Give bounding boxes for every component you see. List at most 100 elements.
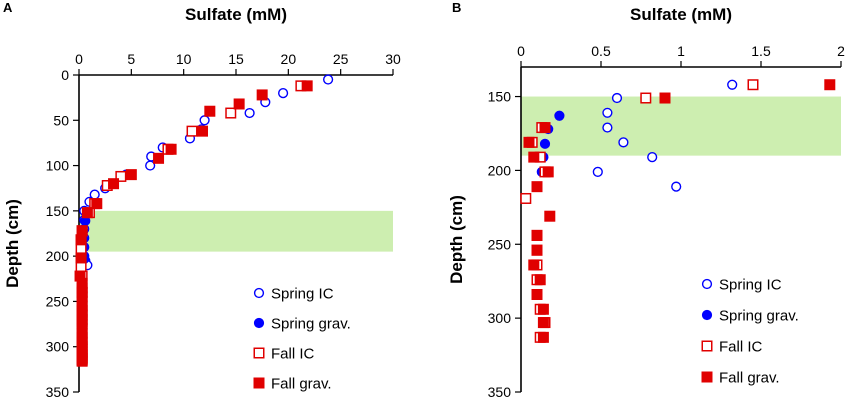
y-tick-label: 350 [46,384,70,400]
data-point [91,198,103,210]
data-point [539,138,551,149]
data-point [76,355,88,367]
data-point [671,181,682,192]
x-tick-label: 2 [837,43,845,59]
legend-label: Spring grav. [271,316,351,333]
data-point [534,274,546,286]
data-point [323,74,334,85]
series-spring-ic [592,79,738,192]
data-point [165,143,177,155]
legend-marker [701,340,713,352]
legend: Spring IC Spring grav. Fall IC Fall grav. [253,286,351,393]
data-point [75,243,87,255]
panel-label: B [452,0,461,15]
legend-label: Fall IC [271,346,315,363]
legend-marker [253,347,265,359]
x-axis-title: Sulfate (mM) [185,5,287,24]
data-point [640,92,652,104]
data-point [204,105,216,117]
legend-label: Spring grav. [719,308,799,325]
data-point [537,303,549,315]
data-point [554,110,565,121]
series-fall-grav- [523,79,836,343]
data-point [199,115,210,126]
data-point [537,331,549,343]
data-point [647,152,658,163]
data-point [278,88,289,99]
shaded-band [521,96,841,156]
data-point [531,229,543,241]
data-point [153,152,165,164]
data-point [537,317,549,329]
legend-marker [701,371,713,383]
data-point [528,259,540,271]
data-point [523,136,535,148]
y-axis-title: Depth (cm) [447,195,466,284]
data-point [225,107,237,119]
y-tick-label: 250 [46,293,70,309]
data-point [618,137,629,148]
x-tick-label: 10 [176,51,192,67]
data-point [256,89,268,101]
data-point [197,125,209,137]
legend-label: Spring IC [719,277,782,294]
panel-label: A [3,0,13,15]
y-tick-label: 250 [488,236,512,252]
y-tick-label: 200 [488,162,512,178]
legend-marker [701,278,713,290]
y-axis-title: Depth (cm) [3,199,22,288]
data-point [108,178,120,190]
legend-label: Fall IC [719,339,763,356]
x-tick-label: 5 [127,51,135,67]
data-point [75,261,87,273]
legend-label: Fall grav. [719,370,780,387]
data-point [520,192,532,204]
x-tick-label: 30 [385,51,401,67]
y-tick-label: 0 [61,67,69,83]
x-tick-label: 0.5 [591,43,611,59]
data-point [727,79,738,90]
x-tick-label: 20 [281,51,297,67]
data-point [75,252,87,264]
data-point [611,92,623,104]
y-tick-label: 100 [46,158,70,174]
data-point [592,166,603,177]
series-fall-grav- [74,80,313,367]
data-point [531,181,543,193]
legend-marker [253,317,265,329]
data-point [747,79,759,91]
data-point [76,225,88,237]
data-point [602,107,613,118]
x-tick-label: 15 [228,51,244,67]
data-point [544,210,556,222]
y-tick-label: 50 [53,112,69,128]
data-point [145,160,156,171]
data-point [824,79,836,91]
shaded-band [79,210,393,252]
y-tick-label: 350 [488,384,512,400]
data-point [531,244,543,256]
chart-panel-b: 0 0.5 1 1.5 2 150 200 250 300 350 Sulfate (mM) B Dep… [447,0,845,400]
data-point [542,166,554,178]
data-point [75,234,87,246]
legend-label: Spring IC [271,286,334,303]
data-point [81,207,93,219]
x-tick-label: 1.5 [751,43,771,59]
x-tick-label: 0 [75,51,83,67]
x-axis-title: Sulfate (mM) [630,5,732,24]
data-point [115,170,127,182]
y-tick-label: 300 [46,339,70,355]
x-tick-label: 25 [333,51,349,67]
data-point [233,98,245,110]
data-point [602,122,613,133]
y-tick-label: 300 [488,310,512,326]
data-point [528,151,540,163]
legend: Spring IC Spring grav. Fall IC Fall grav. [701,277,799,387]
x-tick-label: 0 [517,43,525,59]
legend-marker [253,287,265,299]
y-tick-label: 150 [46,203,70,219]
data-point [244,107,255,119]
data-point [659,92,671,104]
y-tick-label: 150 [488,89,512,105]
